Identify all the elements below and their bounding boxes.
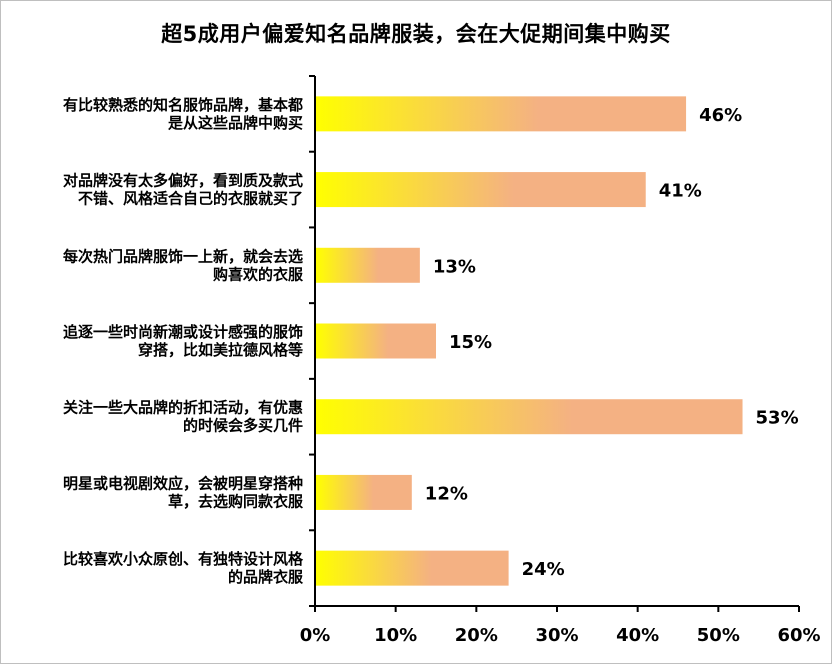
category-label: 明星或电视剧效应，会被明星穿搭种 [63, 474, 303, 492]
x-tick-label: 30% [535, 625, 578, 646]
value-label: 41% [659, 181, 702, 202]
category-label: 关注一些大品牌的折扣活动，有优惠 [63, 399, 303, 417]
chart-title: 超5成用户偏爱知名品牌服装，会在大促期间集中购买 [161, 22, 671, 46]
category-label: 每次热门品牌服饰一上新，就会去选 [63, 247, 303, 265]
x-tick-label: 40% [616, 625, 659, 646]
value-label: 15% [449, 332, 492, 353]
category-label: 穿搭，比如美拉德风格等 [138, 341, 303, 359]
category-label: 的品牌衣服 [228, 568, 304, 586]
value-label: 13% [433, 256, 476, 277]
bar [316, 399, 743, 435]
bar [316, 323, 436, 359]
category-label: 对品牌没有太多偏好，看到质及款式 [63, 172, 303, 190]
bar [316, 172, 646, 208]
bar [316, 96, 687, 132]
category-label: 追逐一些时尚新潮或设计感强的服饰 [63, 323, 303, 341]
x-tick-label: 60% [777, 625, 820, 646]
category-label: 的时候会多买几件 [183, 417, 303, 435]
category-label: 草，去选购同款衣服 [168, 492, 304, 510]
x-tick-label: 0% [300, 625, 331, 646]
x-tick-label: 20% [455, 625, 498, 646]
category-label: 有比较熟悉的知名服饰品牌，基本都 [63, 96, 303, 114]
value-label: 53% [756, 408, 799, 429]
bar [316, 550, 509, 586]
category-label: 比较喜欢小众原创、有独特设计风格 [63, 550, 304, 568]
bar [316, 247, 420, 283]
category-label: 是从这些品牌中购买 [167, 114, 303, 132]
x-axis: 0% 10% 20% 30% 40% 50% 60% [300, 75, 821, 646]
category-label: 购喜欢的衣服 [213, 265, 304, 283]
value-label: 46% [699, 105, 742, 126]
category-label: 不错、风格适合自己的衣服就买了 [78, 190, 303, 208]
bar [316, 474, 412, 510]
x-tick-label: 10% [374, 625, 417, 646]
value-label: 24% [522, 559, 565, 580]
x-tick-label: 50% [697, 625, 740, 646]
value-label: 12% [425, 483, 468, 504]
